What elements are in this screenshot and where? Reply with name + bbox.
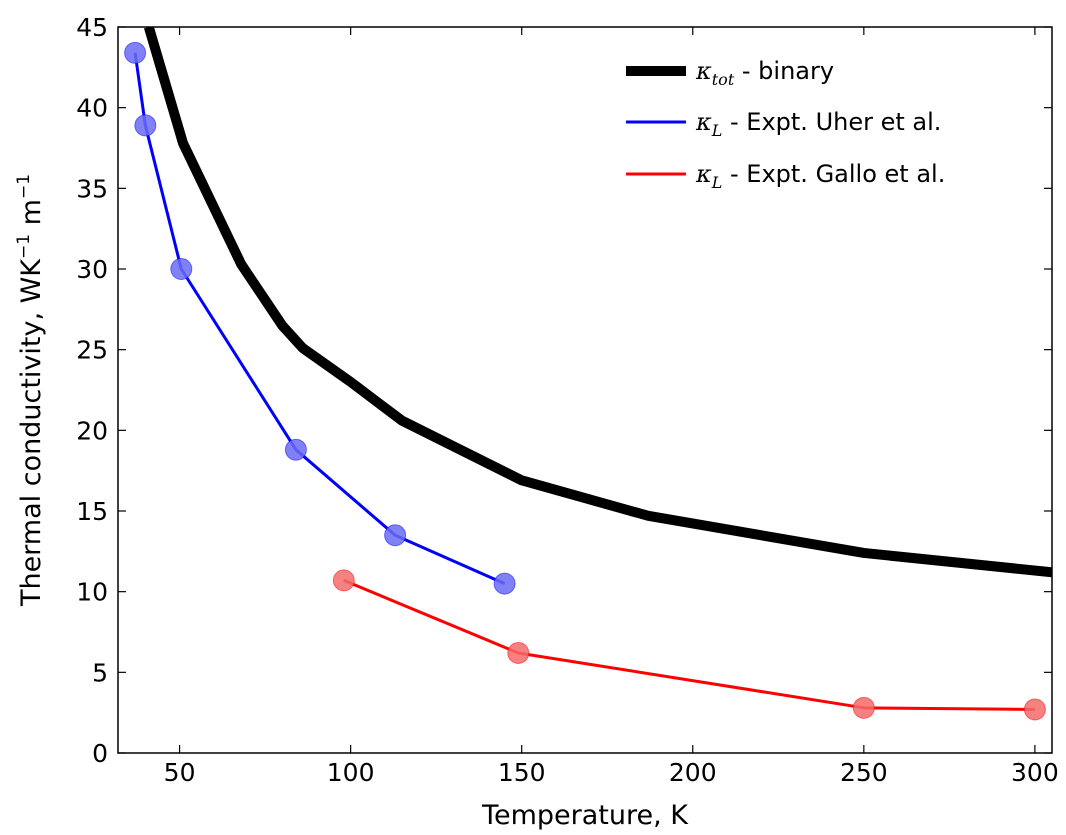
series-line-0 [143,27,1052,578]
legend-symbol-0: κ [695,57,712,85]
series-1-point [493,572,516,595]
legend-subscript-0: tot [712,70,735,89]
y-tick-label: 5 [92,658,108,687]
y-axis-title-m: m [16,199,47,234]
series-2-point [332,569,355,592]
ticks-layer: 50 100 150 200 250 300 0 5 10 15 20 25 30 35 40 45 [76,13,1059,787]
x-tick-label: 50 [164,758,196,787]
series-1-point [134,114,157,137]
series-layer [124,27,1052,721]
legend-subscript-2: L [711,173,723,192]
x-tick-label: 200 [669,758,717,787]
legend-symbol-2: κ [695,160,712,188]
y-tick-label: 0 [92,739,108,768]
legend-label-0: κtot - binary [695,57,834,89]
x-tick-label: 100 [327,758,375,787]
y-axis-title: Thermal conductivity, WK−1 m−1 [14,174,47,607]
series-1-point [284,438,307,461]
y-tick-label: 20 [76,416,108,445]
y-tick-label: 30 [76,255,108,284]
legend-subscript-1: L [711,121,723,140]
series-1-point [124,41,147,64]
series-1-point [384,524,407,547]
series-line-2 [343,578,1035,711]
y-tick-label: 25 [76,336,108,365]
legend-text-2: - Expt. Gallo et al. [722,160,945,188]
legend-text-1: - Expt. Uher et al. [722,108,941,136]
x-axis-title: Temperature, K [481,800,689,831]
y-axis-title-base: Thermal conductivity, WK [16,258,47,607]
legend-label-2: κL - Expt. Gallo et al. [695,160,945,192]
legend-text-0: - binary [734,57,834,85]
legend-label-1: κL - Expt. Uher et al. [695,108,941,140]
series-2-point [507,641,530,664]
y-tick-label: 35 [76,174,108,203]
plot-frame [117,26,1053,754]
y-tick-label: 15 [76,497,108,526]
y-axis-title-exponent-2: −1 [14,174,34,199]
x-tick-label: 300 [1011,758,1059,787]
x-tick-label: 150 [498,758,546,787]
y-tick-label: 45 [76,13,108,42]
y-tick-label: 40 [76,94,108,123]
y-tick-label: 10 [76,578,108,607]
x-tick-label: 250 [840,758,888,787]
series-2-point [852,696,875,719]
series-2-point [1023,698,1046,721]
series-line-1 [133,52,506,585]
y-axis-title-exponent-1: −1 [14,234,34,259]
legend-symbol-1: κ [695,108,712,136]
series-1-point [170,258,193,280]
